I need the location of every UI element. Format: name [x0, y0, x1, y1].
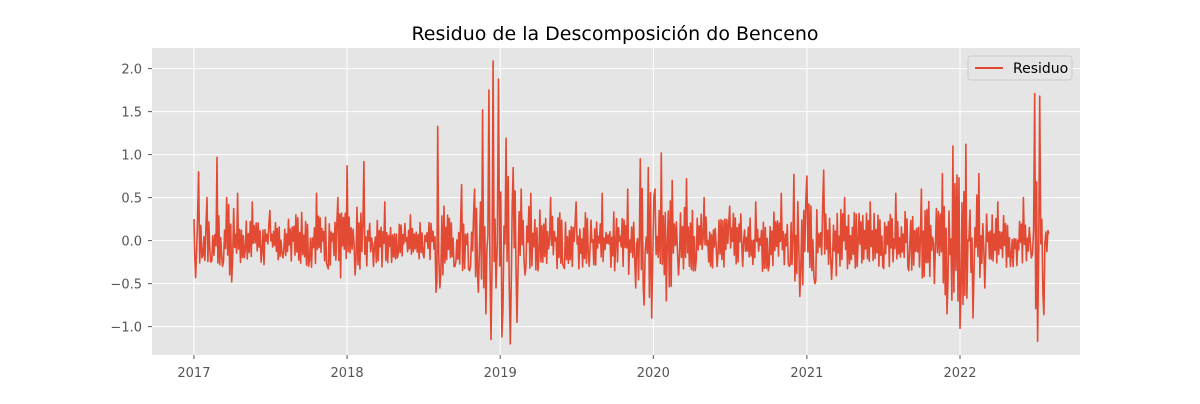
y-tick-label: 0.5	[121, 192, 142, 207]
axis-ticks: 2017 2018 2019 2020 2021 2022 −1.0 −0.5 0.0 0.5 1.…	[110, 63, 976, 381]
y-tick-label: 1.5	[121, 106, 142, 121]
x-tick-label: 2021	[790, 366, 823, 381]
chart-title: Residuo de la Descomposición do Benceno	[411, 23, 818, 45]
y-tick-label: −1.0	[110, 321, 142, 336]
series-line-residuo	[193, 60, 1050, 345]
x-tick-label: 2022	[943, 366, 976, 381]
x-tick-label: 2019	[484, 366, 517, 381]
x-tick-label: 2017	[177, 366, 210, 381]
legend-box	[967, 55, 1073, 81]
series-layer	[193, 60, 1050, 345]
y-tick-label: −0.5	[110, 278, 142, 293]
x-tick-label: 2018	[331, 366, 364, 381]
legend: Residuo	[967, 55, 1073, 81]
y-tick-label: 1.0	[121, 149, 142, 164]
plot-background	[152, 48, 1080, 355]
legend-label-residuo: Residuo	[1013, 61, 1068, 77]
y-tick-label: 0.0	[121, 235, 142, 250]
x-tick-label: 2020	[637, 366, 670, 381]
y-tick-label: 2.0	[121, 63, 142, 78]
